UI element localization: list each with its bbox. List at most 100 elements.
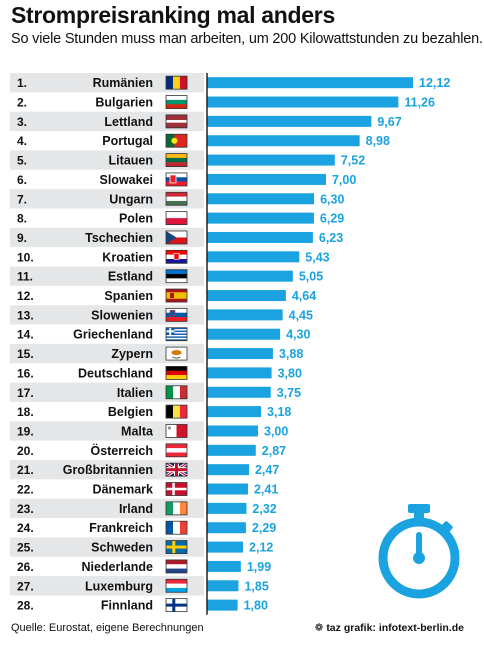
value-label: 2,41 bbox=[254, 483, 278, 497]
value-label: 6,30 bbox=[320, 192, 344, 206]
rank-label: 22. bbox=[17, 483, 34, 497]
bar bbox=[207, 560, 241, 572]
flag-ro-icon bbox=[165, 75, 188, 90]
bar bbox=[207, 77, 413, 89]
rank-label: 14. bbox=[17, 328, 34, 342]
value-label: 2,87 bbox=[262, 444, 286, 458]
bar bbox=[207, 522, 246, 534]
bar bbox=[207, 270, 293, 282]
rank-label: 26. bbox=[17, 560, 34, 574]
flag-mt-icon bbox=[165, 424, 188, 438]
bar bbox=[207, 96, 399, 108]
flag-cz-icon bbox=[165, 230, 188, 245]
bar bbox=[207, 580, 239, 592]
value-label: 2,32 bbox=[252, 502, 276, 516]
bar bbox=[207, 154, 335, 166]
value-label: 5,43 bbox=[305, 250, 329, 264]
country-label: Österreich bbox=[90, 443, 153, 458]
flag-at-icon bbox=[165, 443, 188, 458]
flag-ee-icon bbox=[165, 269, 188, 284]
rank-label: 27. bbox=[17, 579, 34, 593]
flag-se-icon bbox=[165, 540, 188, 554]
rank-label: 20. bbox=[17, 444, 34, 458]
value-label: 11,26 bbox=[404, 96, 435, 110]
bar bbox=[207, 290, 286, 302]
row-band bbox=[10, 305, 204, 325]
rank-label: 28. bbox=[17, 599, 34, 613]
rank-label: 25. bbox=[17, 541, 34, 555]
value-label: 1,80 bbox=[244, 599, 268, 613]
country-label: Rumänien bbox=[93, 76, 153, 90]
country-label: Frankreich bbox=[89, 521, 153, 535]
country-label: Niederlande bbox=[81, 560, 153, 574]
rank-label: 3. bbox=[17, 115, 27, 129]
bar bbox=[207, 173, 326, 185]
flag-lt-icon bbox=[165, 153, 188, 167]
value-label: 3,00 bbox=[264, 424, 288, 438]
row-band bbox=[10, 576, 204, 596]
flag-gb-icon bbox=[165, 461, 188, 478]
country-label: Zypern bbox=[111, 347, 153, 361]
ranking-chart: 1. Rumänien 12,12 2. Bulgarien 11,26 3. Lettlan… bbox=[10, 73, 450, 615]
bar bbox=[207, 444, 256, 456]
stopwatch-icon bbox=[378, 504, 460, 599]
bar bbox=[207, 367, 272, 379]
rank-label: 4. bbox=[17, 134, 27, 148]
rank-label: 1. bbox=[17, 76, 27, 90]
country-label: Irland bbox=[119, 502, 153, 516]
country-label: Italien bbox=[117, 386, 153, 400]
country-label: Ungarn bbox=[109, 192, 153, 206]
row-band bbox=[10, 227, 204, 248]
bar bbox=[207, 212, 314, 224]
rank-label: 5. bbox=[17, 154, 27, 168]
rank-label: 13. bbox=[17, 308, 34, 322]
value-label: 1,85 bbox=[244, 579, 268, 593]
rank-label: 2. bbox=[17, 96, 27, 110]
flag-nl-icon bbox=[165, 559, 188, 574]
rank-label: 18. bbox=[17, 405, 34, 419]
value-label: 4,30 bbox=[286, 328, 310, 342]
country-label: Deutschland bbox=[78, 366, 153, 380]
value-label: 1,99 bbox=[247, 560, 271, 574]
country-label: Slowenien bbox=[91, 308, 153, 322]
value-label: 6,29 bbox=[320, 212, 344, 226]
country-label: Slowakei bbox=[100, 173, 154, 187]
rank-label: 12. bbox=[17, 289, 34, 303]
value-label: 3,18 bbox=[267, 405, 291, 419]
flag-fi-icon bbox=[165, 598, 188, 613]
bar bbox=[207, 425, 258, 437]
value-label: 2,29 bbox=[252, 521, 276, 535]
country-label: Estland bbox=[108, 270, 153, 284]
flag-bg-icon bbox=[165, 95, 188, 109]
row-band bbox=[10, 266, 204, 286]
flag-hu-icon bbox=[165, 191, 188, 206]
bar bbox=[207, 502, 247, 514]
rank-label: 9. bbox=[17, 231, 27, 245]
bar bbox=[207, 599, 238, 611]
value-label: 2,47 bbox=[255, 463, 279, 477]
chart-title: Strompreisranking mal anders bbox=[11, 2, 335, 28]
credit-note: ❁ taz grafik: infotext-berlin.de bbox=[315, 622, 464, 634]
flag-es-icon bbox=[165, 288, 188, 303]
value-label: 3,80 bbox=[278, 366, 302, 380]
row-band bbox=[10, 189, 204, 209]
bar bbox=[207, 309, 283, 321]
rank-label: 8. bbox=[17, 212, 27, 226]
bar bbox=[207, 193, 315, 205]
value-label: 4,64 bbox=[292, 289, 316, 303]
rank-label: 6. bbox=[17, 173, 27, 187]
value-label: 7,00 bbox=[332, 173, 356, 187]
flag-cy-icon bbox=[165, 346, 188, 361]
flag-it-icon bbox=[165, 385, 188, 400]
flag-be-icon bbox=[165, 404, 188, 419]
flag-fr-icon bbox=[165, 520, 188, 535]
row-band bbox=[10, 150, 204, 170]
flag-hr-icon bbox=[165, 249, 188, 264]
bar bbox=[207, 135, 360, 147]
country-label: Litauen bbox=[109, 154, 153, 168]
country-label: Griechenland bbox=[73, 328, 153, 342]
value-label: 3,88 bbox=[279, 347, 303, 361]
rank-label: 23. bbox=[17, 502, 34, 516]
rank-label: 11. bbox=[17, 270, 33, 284]
rank-label: 10. bbox=[17, 250, 34, 264]
